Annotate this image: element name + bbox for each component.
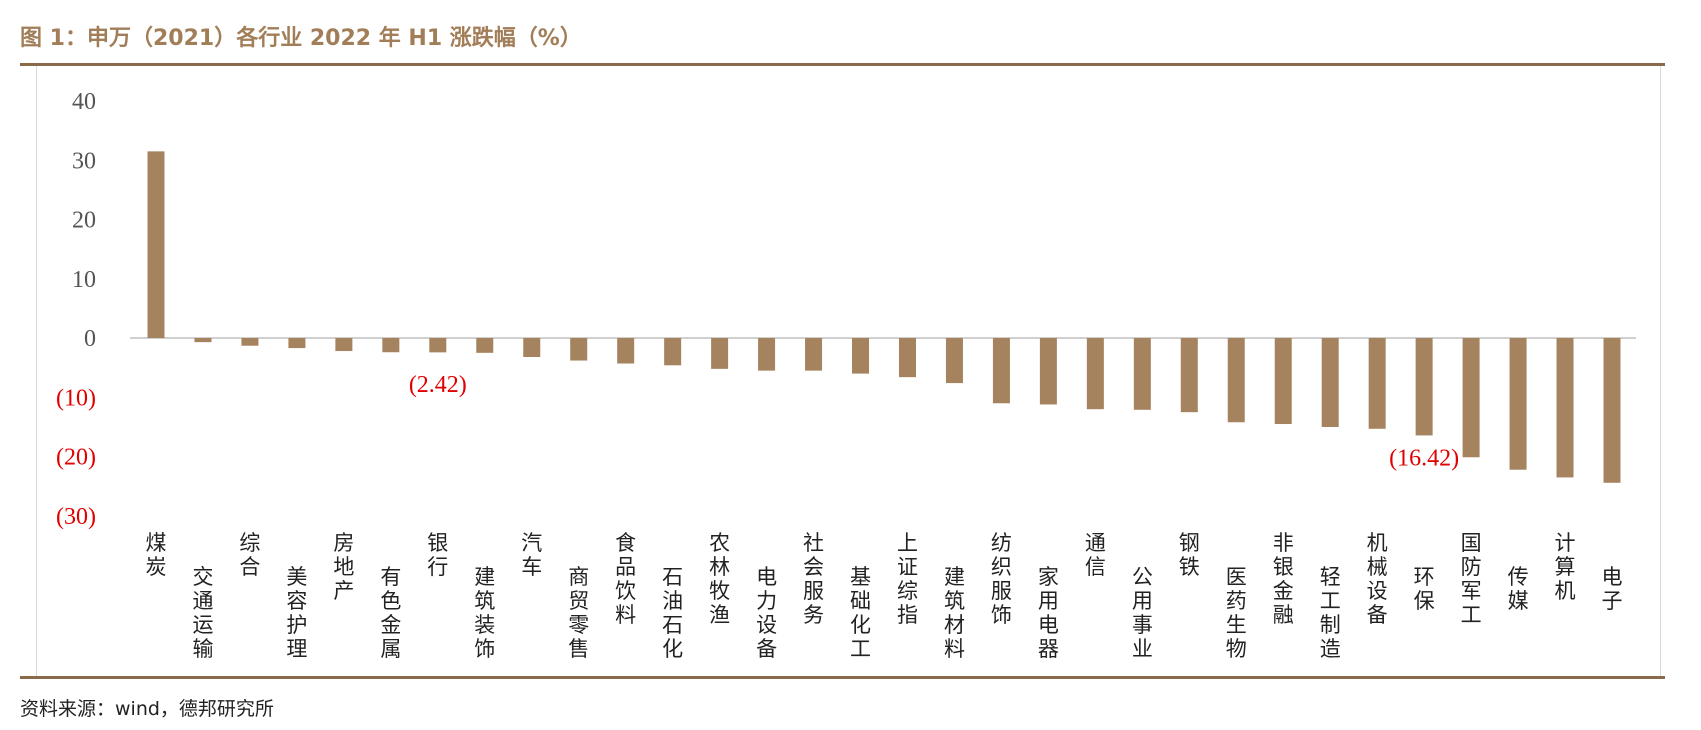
chart-frame	[36, 66, 1661, 676]
bar	[570, 338, 588, 361]
bar	[429, 338, 447, 353]
category-label: 上证综指	[897, 531, 918, 627]
bar	[805, 338, 823, 371]
category-label: 有色金属	[380, 565, 401, 661]
category-label: 综合	[239, 531, 260, 579]
bar	[1180, 338, 1198, 413]
bar	[1462, 338, 1480, 458]
bar	[241, 338, 259, 346]
category-label: 环保	[1414, 565, 1435, 613]
bar	[147, 151, 165, 338]
bar	[1133, 338, 1151, 410]
y-axis: 40 30 20 10 0 (10) (20) (30)	[56, 89, 96, 530]
bar	[711, 338, 729, 369]
category-label: 食品饮料	[615, 531, 636, 627]
category-label: 商贸零售	[568, 565, 589, 661]
bar	[476, 338, 494, 353]
category-label: 建筑材料	[944, 565, 965, 661]
bar	[1321, 338, 1339, 427]
category-label: 医药生物	[1226, 565, 1247, 661]
bar-chart: 40 30 20 10 0 (10) (20) (30) 煤炭交通运输 综合美容护理 房地产 有色金…	[56, 89, 1636, 661]
figure-title: 图 1：申万（2021）各行业 2022 年 H1 涨跌幅（%）	[20, 26, 582, 51]
category-label: 纺织服饰	[991, 531, 1012, 627]
bar	[1274, 338, 1292, 425]
bar	[1603, 338, 1621, 483]
category-label: 石油石化	[662, 565, 683, 661]
bar	[1086, 338, 1104, 410]
bar	[1039, 338, 1057, 405]
category-label: 汽车	[521, 531, 542, 579]
category-label: 通信	[1085, 531, 1106, 579]
bar	[664, 338, 682, 366]
bar	[898, 338, 916, 378]
bar	[945, 338, 963, 384]
category-label: 煤炭	[146, 531, 167, 579]
source-note: 资料来源：wind，德邦研究所	[20, 698, 274, 720]
y-tick-label: 30	[72, 148, 96, 174]
category-label: 美容护理	[286, 565, 307, 661]
bar	[288, 338, 306, 349]
bar	[852, 338, 870, 374]
category-label: 非银金融	[1273, 531, 1294, 627]
category-label: 传媒	[1508, 565, 1529, 613]
category-label: 电子	[1602, 565, 1623, 613]
bar	[382, 338, 400, 353]
bar	[1509, 338, 1527, 470]
bar	[194, 338, 212, 343]
category-label: 电力设备	[756, 565, 777, 661]
y-tick-label: (10)	[56, 385, 96, 411]
category-label: 交通运输	[192, 565, 213, 661]
category-label: 家用电器	[1038, 565, 1059, 661]
category-labels: 煤炭交通运输 综合美容护理 房地产 有色金属 银行建筑装饰 汽车商贸零售 食品饮料 石油石化 农…	[146, 531, 1623, 661]
bar	[335, 338, 353, 352]
bar	[992, 338, 1010, 404]
y-tick-label: 40	[72, 89, 96, 115]
y-tick-label: (20)	[56, 445, 96, 471]
bar	[1556, 338, 1574, 478]
y-tick-label: (30)	[56, 504, 96, 530]
category-label: 钢铁	[1179, 531, 1200, 579]
bar	[1368, 338, 1386, 429]
category-label: 公用事业	[1132, 565, 1153, 661]
data-label: (16.42)	[1389, 445, 1459, 471]
y-tick-label: 0	[84, 326, 96, 352]
bar	[1415, 338, 1433, 436]
category-label: 农林牧渔	[709, 531, 730, 627]
category-label: 基础化工	[850, 565, 871, 661]
category-label: 建筑装饰	[474, 565, 495, 661]
data-labels: (2.42) (16.42)	[409, 372, 1459, 471]
category-label: 房地产	[333, 531, 354, 603]
category-label: 计算机	[1555, 531, 1576, 603]
category-label: 社会服务	[803, 531, 824, 627]
category-label: 轻工制造	[1320, 565, 1341, 661]
category-label: 银行	[427, 531, 448, 579]
category-label: 机械设备	[1367, 531, 1388, 627]
top-rule	[20, 63, 1665, 66]
category-label: 国防军工	[1461, 531, 1482, 627]
data-label: (2.42)	[409, 372, 467, 398]
bar	[1227, 338, 1245, 423]
bar	[617, 338, 635, 364]
bars	[147, 151, 1621, 483]
bar	[523, 338, 541, 357]
bottom-rule	[20, 676, 1665, 679]
y-tick-label: 10	[72, 267, 96, 293]
y-tick-label: 20	[72, 208, 96, 234]
bar	[758, 338, 776, 371]
